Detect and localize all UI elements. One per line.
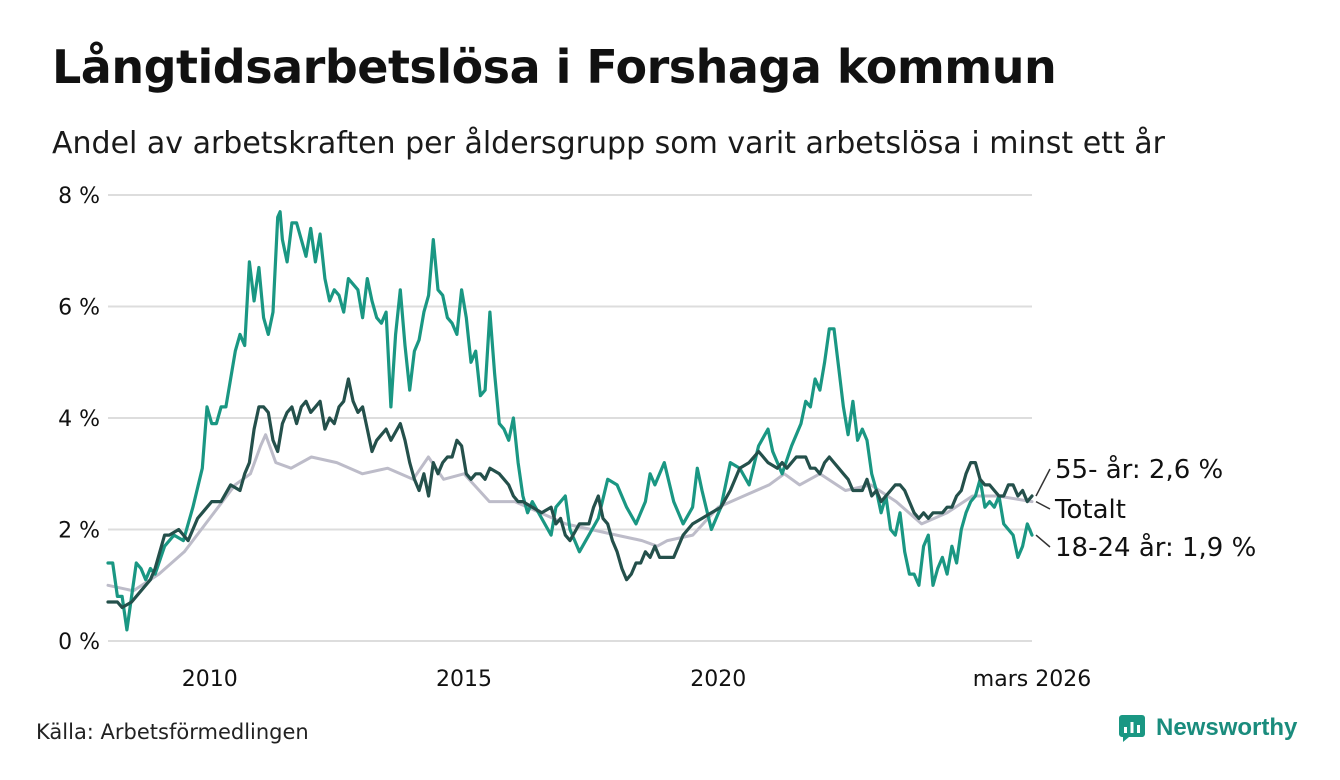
end-label-55plus: 55- år: 2,6 %: [1055, 454, 1223, 485]
newsworthy-chart-icon: [1119, 715, 1145, 742]
grid-layer: [108, 194, 1032, 642]
y-axis-ticks: 0 % 2 % 4 % 6 % 8 %: [58, 184, 100, 655]
series-layer: [106, 210, 1034, 632]
end-label-totalt: Totalt: [1054, 495, 1126, 525]
end-labels: 55- år: 2,6 % Totalt 18-24 år: 1,9 %: [1035, 454, 1256, 563]
series-line-55plus: [106, 377, 1034, 610]
series-line-totalt: [106, 433, 1034, 593]
x-tick-label: 2015: [436, 667, 492, 692]
x-tick-label: mars 2026: [973, 667, 1091, 692]
leader-line: [1035, 468, 1051, 497]
x-axis-ticks: 2010 2015 2020 mars 2026: [182, 667, 1091, 692]
x-tick-label: 2020: [690, 667, 746, 692]
series-line-18-24: [106, 210, 1034, 632]
brand-name: Newsworthy: [1156, 714, 1298, 741]
y-tick-label: 8 %: [58, 184, 100, 209]
leader-line: [1035, 534, 1051, 548]
y-tick-label: 6 %: [58, 296, 100, 321]
y-tick-label: 0 %: [58, 630, 100, 655]
brand-logo: Newsworthy: [1118, 714, 1297, 742]
x-tick-label: 2010: [182, 667, 238, 692]
y-tick-label: 4 %: [58, 407, 100, 432]
y-tick-label: 2 %: [58, 519, 100, 544]
chart-title: Långtidsarbetslösa i Forshaga kommun: [52, 40, 1057, 94]
chart-subtitle: Andel av arbetskraften per åldersgrupp s…: [52, 126, 1165, 161]
leader-line: [1035, 500, 1051, 510]
source-note: Källa: Arbetsförmedlingen: [36, 720, 309, 744]
end-label-18-24: 18-24 år: 1,9 %: [1055, 532, 1256, 563]
